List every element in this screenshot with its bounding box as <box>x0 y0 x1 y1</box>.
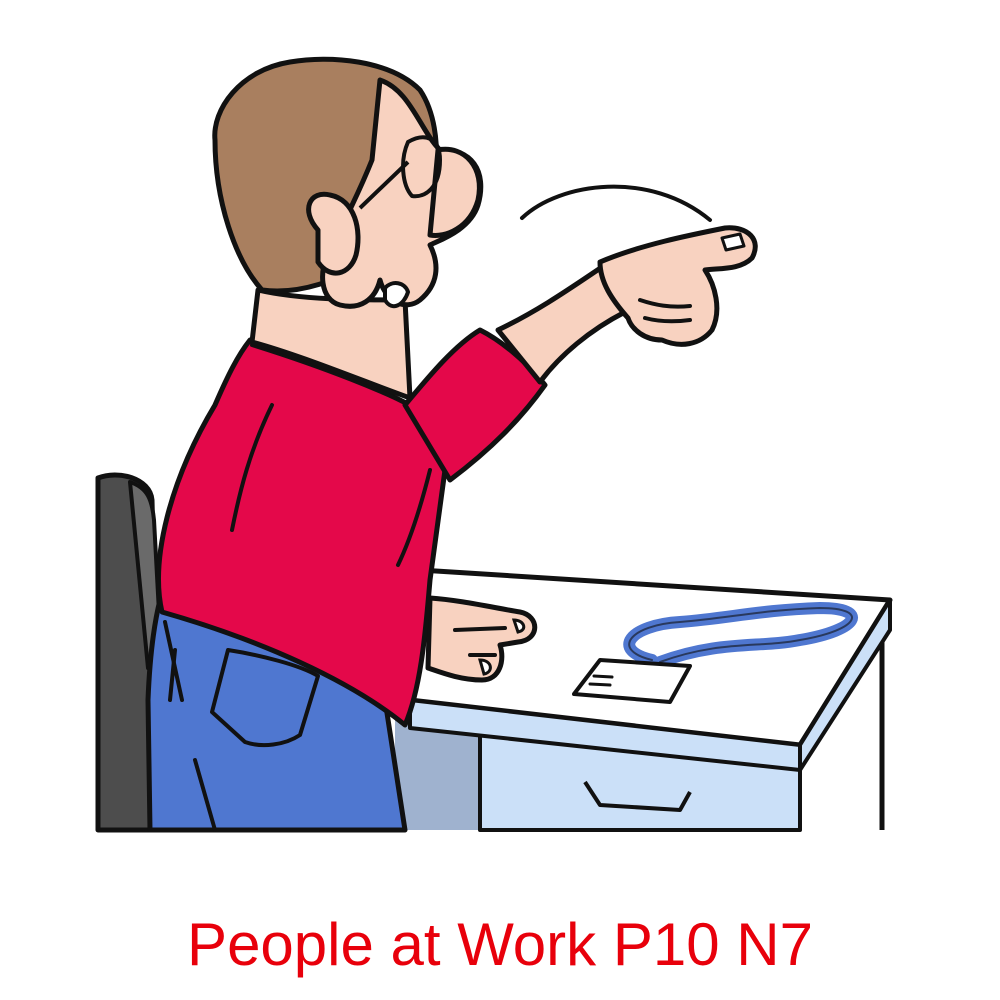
desk-right-edge <box>798 598 892 772</box>
desk-under-shadow <box>395 705 480 830</box>
nose <box>427 146 482 239</box>
knuckle-lines <box>638 298 692 324</box>
neck <box>249 287 413 401</box>
head <box>212 56 484 401</box>
open-mouth <box>383 281 411 309</box>
shirt-fold-2 <box>396 468 432 567</box>
picture-caption: People at Work P10 N7 <box>187 911 813 978</box>
left-hand-finger-line <box>453 626 507 657</box>
shirt <box>156 327 548 728</box>
lanyard-strap-outline <box>628 606 853 663</box>
left-hand-nail-1 <box>511 618 526 634</box>
shirt-collar <box>250 343 397 400</box>
pointing-arm <box>495 184 758 385</box>
pointing-fingernail <box>720 232 746 252</box>
pointing-hand <box>597 225 758 347</box>
badge-card <box>572 658 692 704</box>
motion-arc <box>520 184 712 222</box>
desk-drawer-handle <box>583 780 692 812</box>
office-worker-illustration <box>95 56 893 833</box>
jeans-belt-loop <box>163 620 184 702</box>
glasses-frame <box>358 135 442 210</box>
shirt-fold-1 <box>230 403 274 532</box>
left-hand <box>425 595 538 683</box>
left-hand-shape <box>425 595 538 683</box>
badge-text-lines <box>588 674 614 687</box>
left-hand-nail-2 <box>478 658 492 676</box>
ear <box>306 191 361 276</box>
jeans-back-pocket <box>210 648 320 748</box>
